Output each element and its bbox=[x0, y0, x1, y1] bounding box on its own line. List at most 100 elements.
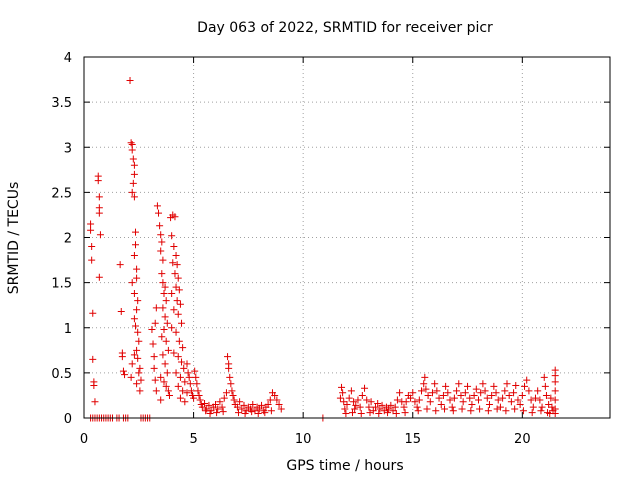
data-point bbox=[402, 398, 410, 406]
data-point bbox=[393, 396, 401, 404]
data-point bbox=[528, 409, 536, 417]
data-point bbox=[183, 389, 191, 397]
data-point bbox=[129, 179, 137, 187]
data-point bbox=[510, 389, 518, 397]
data-point bbox=[168, 232, 176, 240]
data-point bbox=[387, 401, 395, 409]
data-point bbox=[174, 353, 182, 361]
data-point bbox=[96, 231, 104, 239]
data-point bbox=[551, 387, 559, 395]
data-point bbox=[225, 364, 233, 372]
data-point bbox=[224, 353, 232, 361]
data-point bbox=[400, 403, 408, 411]
x-tick-label: 15 bbox=[404, 432, 421, 447]
data-point bbox=[418, 387, 426, 395]
y-tick-label: 1.5 bbox=[51, 277, 72, 292]
y-tick-label: 3.5 bbox=[51, 96, 72, 111]
data-point bbox=[128, 188, 136, 196]
data-point bbox=[255, 405, 263, 413]
data-point bbox=[150, 364, 158, 372]
data-point bbox=[407, 394, 415, 402]
data-point bbox=[433, 387, 441, 395]
data-point bbox=[90, 382, 98, 390]
data-point bbox=[191, 367, 199, 375]
data-point bbox=[169, 259, 177, 267]
data-point bbox=[88, 243, 96, 251]
data-point bbox=[356, 403, 364, 411]
data-point bbox=[150, 353, 158, 361]
data-point bbox=[130, 252, 138, 260]
data-point bbox=[91, 398, 99, 406]
data-point bbox=[95, 193, 103, 201]
data-point bbox=[159, 256, 167, 264]
data-point bbox=[369, 407, 377, 415]
data-point bbox=[345, 394, 353, 402]
data-point bbox=[149, 340, 157, 348]
data-point bbox=[468, 400, 476, 408]
data-point bbox=[203, 405, 211, 413]
data-point bbox=[385, 405, 393, 413]
data-point bbox=[170, 349, 178, 357]
data-point bbox=[157, 373, 165, 381]
data-point bbox=[130, 170, 138, 178]
data-point bbox=[153, 202, 161, 210]
data-point bbox=[89, 309, 97, 317]
data-point bbox=[380, 407, 388, 415]
y-tick-label: 0 bbox=[64, 412, 72, 427]
data-point bbox=[170, 306, 178, 314]
data-point bbox=[202, 407, 210, 415]
data-point bbox=[130, 289, 138, 297]
data-point bbox=[422, 385, 430, 393]
data-point bbox=[233, 403, 241, 411]
data-point bbox=[193, 380, 201, 388]
data-point bbox=[363, 396, 371, 404]
data-point bbox=[466, 394, 474, 402]
data-point bbox=[516, 400, 524, 408]
data-point bbox=[512, 382, 520, 390]
data-point bbox=[172, 328, 180, 336]
data-point bbox=[378, 401, 386, 409]
data-point bbox=[127, 139, 135, 147]
data-point bbox=[235, 409, 243, 417]
data-point bbox=[133, 346, 141, 354]
data-point bbox=[238, 405, 246, 413]
data-point bbox=[176, 394, 184, 402]
y-tick-label: 3 bbox=[64, 141, 72, 156]
data-point bbox=[481, 387, 489, 395]
data-point bbox=[409, 389, 417, 397]
data-point bbox=[448, 403, 456, 411]
data-point bbox=[464, 382, 472, 390]
data-point bbox=[493, 405, 501, 413]
data-point bbox=[264, 400, 272, 408]
data-point bbox=[525, 387, 533, 395]
data-point bbox=[127, 373, 135, 381]
y-tick-label: 2 bbox=[64, 232, 72, 247]
data-point bbox=[88, 256, 96, 264]
data-point bbox=[241, 409, 249, 417]
data-point bbox=[371, 403, 379, 411]
data-point bbox=[137, 376, 145, 384]
data-point bbox=[490, 382, 498, 390]
data-point bbox=[365, 403, 373, 411]
data-point bbox=[128, 279, 136, 287]
data-point bbox=[87, 226, 95, 234]
data-point bbox=[132, 322, 140, 330]
y-tick-label: 0.5 bbox=[51, 367, 72, 382]
data-point bbox=[431, 380, 439, 388]
data-point bbox=[401, 409, 409, 417]
data-point bbox=[413, 403, 421, 411]
data-point bbox=[117, 308, 125, 316]
data-point bbox=[529, 403, 537, 411]
data-point bbox=[95, 209, 103, 217]
data-point bbox=[116, 261, 124, 269]
data-point bbox=[275, 400, 283, 408]
data-point bbox=[157, 231, 165, 239]
data-point bbox=[357, 409, 365, 417]
data-point bbox=[348, 409, 356, 417]
data-point bbox=[258, 401, 266, 409]
data-point bbox=[187, 387, 195, 395]
data-point bbox=[134, 328, 142, 336]
data-point bbox=[135, 337, 143, 345]
data-point bbox=[220, 394, 228, 402]
y-axis-label: SRMTID / TECUs bbox=[6, 182, 22, 295]
